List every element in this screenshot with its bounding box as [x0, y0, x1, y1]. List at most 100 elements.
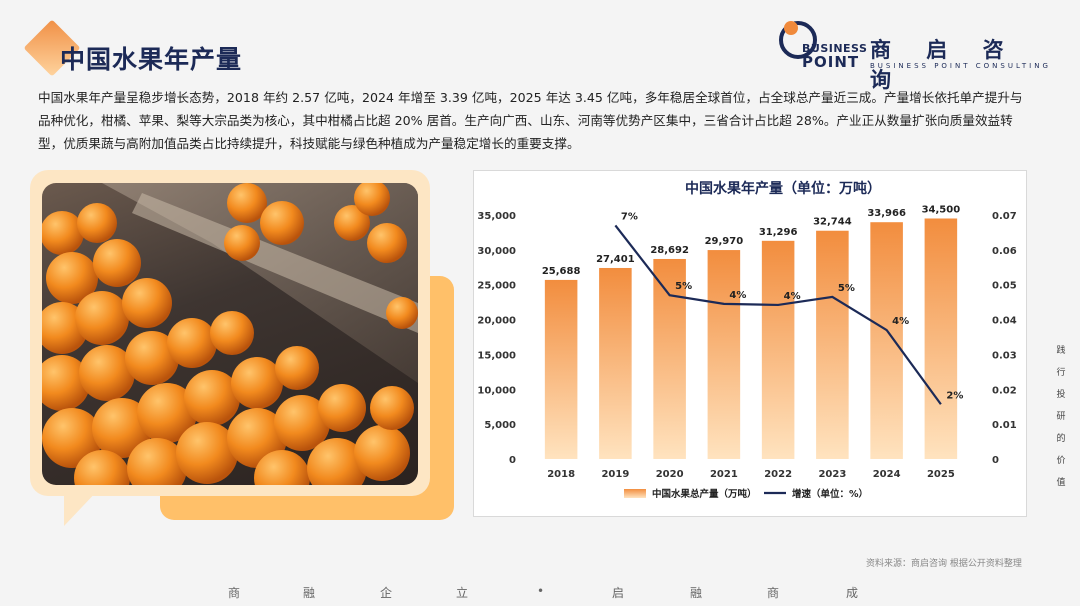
y2-tick-label: 0 — [992, 455, 999, 466]
slogan-char: 投 — [1056, 390, 1066, 400]
y2-tick-label: 0.02 — [992, 385, 1017, 396]
slogan-char: 值 — [1056, 478, 1066, 488]
orange-fruit — [370, 386, 414, 430]
y-tick-label: 10,000 — [477, 385, 516, 396]
growth-label: 4% — [892, 316, 909, 327]
bar-value-label: 33,966 — [867, 208, 906, 219]
x-tick-label: 2021 — [710, 469, 738, 480]
orange-fruit — [354, 183, 390, 216]
slogan-char: 价 — [1056, 456, 1066, 466]
vertical-slogan: 践 行 投 研 的 价 值 — [1054, 340, 1068, 494]
x-tick-label: 2025 — [927, 469, 955, 480]
growth-label: 4% — [784, 291, 801, 302]
y2-tick-label: 0.04 — [992, 316, 1017, 327]
logo-english: BUSINESS POINT CONSULTING — [870, 62, 1051, 70]
orange-fruit — [275, 346, 319, 390]
orange-fruit — [386, 297, 418, 329]
footer-char: 融 — [303, 586, 316, 600]
y-tick-label: 15,000 — [477, 350, 516, 361]
photo-frame-tail — [64, 488, 100, 526]
y-tick-label: 35,000 — [477, 211, 516, 222]
bar-value-label: 29,970 — [705, 236, 744, 247]
y2-tick-label: 0.03 — [992, 350, 1017, 361]
orange-fruit — [227, 183, 267, 223]
bar-value-label: 28,692 — [650, 245, 689, 256]
footer-char: 启 — [612, 586, 625, 600]
orange-fruit — [231, 357, 283, 409]
slogan-char: 的 — [1056, 434, 1066, 444]
bar — [653, 258, 686, 459]
footer-char: 立 — [456, 586, 469, 600]
orange-fruit — [42, 355, 90, 411]
orange-fruit — [127, 438, 187, 485]
bar-value-label: 25,688 — [542, 266, 581, 277]
orange-fruit — [260, 201, 304, 245]
orange-fruit — [42, 211, 84, 255]
orange-fruit — [79, 345, 135, 401]
footer-dot: • — [537, 584, 545, 598]
y2-tick-label: 0.06 — [992, 246, 1017, 257]
logo-point: POINT — [802, 53, 860, 71]
bar — [544, 279, 578, 459]
orange-fruit — [77, 203, 117, 243]
orange-fruit — [367, 223, 407, 263]
orange-fruit — [224, 225, 260, 261]
orange-fruit — [137, 383, 197, 443]
orange-fruit — [167, 318, 217, 368]
logo: BUSINESS POINT 商 启 咨 询 BUSINESS POINT CO… — [778, 16, 1068, 92]
growth-line — [614, 224, 942, 405]
growth-label: 4% — [729, 290, 746, 301]
growth-label: 5% — [838, 283, 855, 294]
logo-mark-icon — [779, 21, 817, 59]
footer-char: 成 — [846, 586, 859, 600]
bar — [761, 240, 795, 459]
footer-char: 融 — [690, 586, 703, 600]
orange-fruit — [184, 370, 240, 426]
bar — [599, 267, 632, 459]
logo-chinese: 商 启 咨 询 — [870, 38, 1018, 92]
slogan-char: 研 — [1056, 412, 1066, 422]
bar-value-label: 31,296 — [759, 227, 798, 238]
bar-value-label: 32,744 — [813, 217, 852, 228]
orange-fruit — [210, 311, 254, 355]
footer-char: 商 — [228, 586, 241, 600]
legend-line-label: 增速（单位：%） — [792, 488, 868, 500]
x-tick-label: 2022 — [764, 469, 792, 480]
orange-fruit — [75, 291, 129, 345]
growth-label: 7% — [621, 211, 638, 222]
chart-title-text: 中国水果年产量（单位：万吨） — [685, 181, 881, 197]
orange-fruit — [334, 205, 370, 241]
oranges-photo-illustration — [42, 183, 418, 485]
x-tick-label: 2024 — [873, 469, 901, 480]
logo-business: BUSINESS — [802, 42, 868, 55]
orange-fruit — [176, 422, 238, 484]
orange-fruit — [93, 239, 141, 287]
source-note: 资料来源：商启咨询 根据公开资料整理 — [866, 559, 1022, 569]
slogan-char: 践 — [1056, 346, 1066, 356]
growth-label: 5% — [675, 281, 692, 292]
bar — [816, 230, 849, 459]
page-title: 中国水果年产量 — [60, 45, 243, 74]
orange-fruit — [125, 331, 179, 385]
y-tick-label: 30,000 — [477, 246, 516, 257]
orange-fruit — [354, 425, 410, 481]
chart-panel: 0 5,000 10,000 15,000 20,000 25,000 30,000 35,0… — [473, 170, 1027, 517]
legend-bar-swatch — [624, 489, 646, 498]
y2-tick-label: 0.05 — [992, 281, 1017, 292]
y2-tick-label: 0.01 — [992, 420, 1017, 431]
chart-svg: 0 5,000 10,000 15,000 20,000 25,000 30,000 35,0… — [477, 204, 1017, 500]
footer-char: 企 — [380, 586, 393, 600]
orange-fruit — [42, 408, 102, 468]
intro-paragraph: 中国水果年产量呈稳步增长态势，2018 年约 2.57 亿吨，2024 年增至 … — [38, 90, 1023, 151]
y-tick-label: 25,000 — [477, 281, 516, 292]
bar — [870, 222, 903, 459]
orange-fruit — [318, 384, 366, 432]
orange-fruit — [307, 438, 367, 485]
bar — [924, 218, 958, 459]
bar-value-label: 34,500 — [922, 204, 961, 215]
bar — [707, 250, 741, 459]
y2-tick-label: 0.07 — [992, 211, 1017, 222]
orange-fruit — [274, 395, 330, 451]
orange-fruit — [122, 278, 172, 328]
chart-title: 中国水果年产量（单位：万吨） — [0, 178, 1080, 198]
